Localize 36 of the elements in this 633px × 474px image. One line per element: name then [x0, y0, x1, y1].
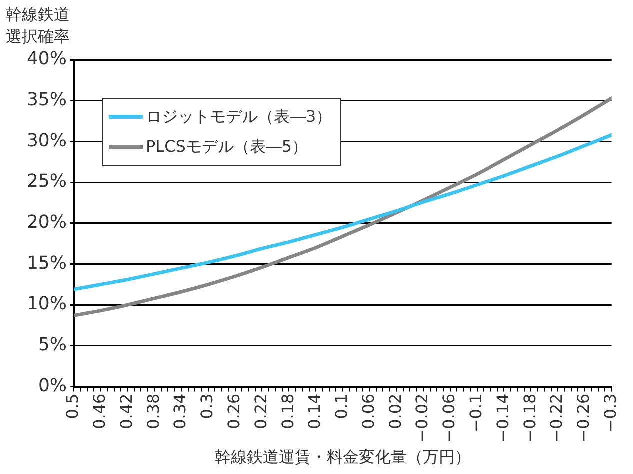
- x-tick-label: 0.42: [116, 394, 136, 430]
- y-tick-label: 20%: [26, 212, 67, 234]
- x-tick-label: −0.18: [520, 394, 540, 443]
- x-tick-label: −0.1: [466, 394, 486, 433]
- y-tick-label: 40%: [26, 48, 67, 70]
- x-tick-label: 0.18: [278, 394, 298, 430]
- x-tick-label: −0.26: [574, 394, 594, 443]
- line-series: [74, 96, 612, 318]
- x-tick-label: 0.26: [224, 394, 244, 430]
- y-tick-label: 0%: [38, 375, 67, 396]
- y-tick-label: 15%: [26, 252, 67, 274]
- x-tick-label: 0.3: [198, 394, 217, 420]
- x-tick-label: 0.38: [144, 394, 163, 430]
- x-tick-label: −0.3: [600, 394, 620, 433]
- y-tick-label: 25%: [26, 171, 67, 192]
- x-tick-label: −0.02: [412, 394, 432, 443]
- x-tick-label: 0.22: [251, 394, 270, 430]
- line-series: [74, 133, 612, 292]
- y-tick-label: 5%: [38, 334, 67, 356]
- x-tick-label: 0.46: [90, 394, 110, 430]
- y-tick-label: 30%: [26, 130, 67, 152]
- x-tick-label: −0.22: [547, 394, 566, 443]
- x-tick-label: 0.34: [170, 394, 190, 430]
- x-tick-label: −0.14: [493, 394, 512, 443]
- y-tick-label: 10%: [26, 294, 67, 315]
- y-axis-title: 幹線鉄道選択確率: [6, 4, 71, 48]
- x-tick-label: 0.1: [332, 394, 352, 420]
- y-tick-label: 35%: [26, 90, 67, 111]
- x-tick-label: −0.06: [440, 394, 459, 443]
- x-tick-label: 0.06: [358, 394, 378, 430]
- legend-label: ロジットモデル（表―3）: [146, 106, 332, 128]
- x-tick-label: 0.5: [63, 394, 82, 420]
- x-tick-label: 0.02: [386, 394, 405, 430]
- legend-label: PLCSモデル（表―5）: [146, 136, 308, 158]
- x-axis-title: 幹線鉄道運賃・料金変化量（万円）: [214, 448, 471, 467]
- x-tick-label: 0.14: [305, 394, 324, 430]
